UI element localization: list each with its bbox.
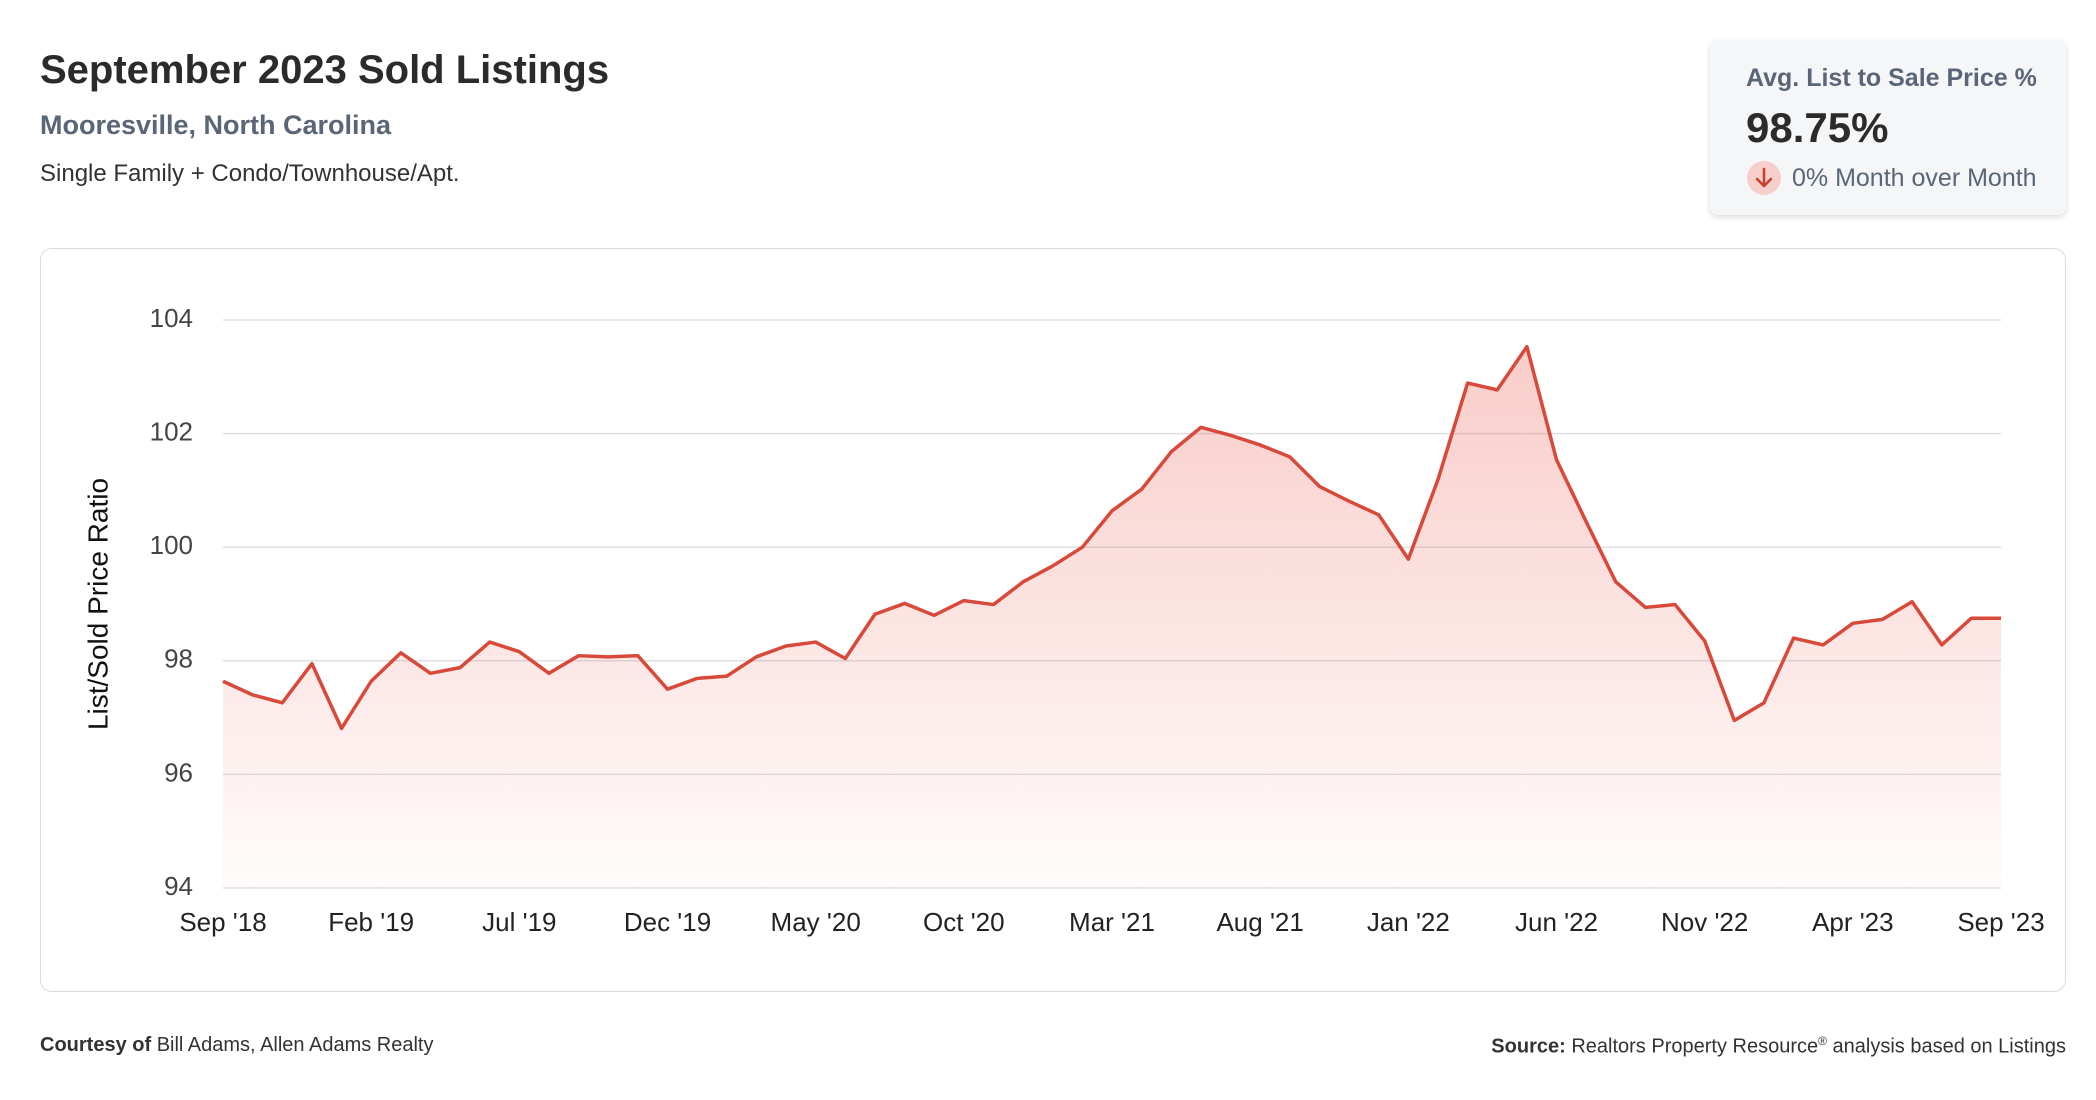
courtesy: Bill Adams, Allen Adams Realty xyxy=(156,1034,434,1056)
chart-frame xyxy=(40,248,2066,992)
kpi-card: Avg. List to Sale Price % 98.75% 0% Mont… xyxy=(1710,40,2066,215)
y-tick-label: 104 xyxy=(150,303,193,333)
footer-source: Source: Realtors Property Resource® anal… xyxy=(1491,1034,2066,1059)
x-tick-label: Apr '23 xyxy=(1812,907,1894,937)
title: September 2023 Sold Listings xyxy=(40,48,610,92)
subtitle: Mooresville, North Carolina xyxy=(40,110,392,140)
y-tick-label: 98 xyxy=(164,644,193,674)
kpi-label: Avg. List to Sale Price % xyxy=(1746,64,2037,92)
kpi-value: 98.75% xyxy=(1746,104,1889,151)
source: Realtors Property Resource xyxy=(1571,1035,1819,1058)
x-tick-label: Mar '21 xyxy=(1069,907,1155,937)
x-tick-label: Dec '19 xyxy=(624,907,711,937)
y-axis-label: List/Sold Price Ratio xyxy=(82,478,113,730)
source-mark: ® xyxy=(1818,1034,1827,1048)
y-tick-label: 100 xyxy=(150,530,193,560)
courtesy-label: Courtesy of xyxy=(40,1034,152,1056)
source-rest: analysis based on Listings xyxy=(1832,1035,2066,1058)
footer-courtesy: Courtesy of Bill Adams, Allen Adams Real… xyxy=(40,1034,433,1057)
y-tick-label: 102 xyxy=(150,416,193,446)
kpi-change: 0% Month over Month xyxy=(1792,164,2037,192)
line xyxy=(222,344,2001,731)
x-tick-label: Jun '22 xyxy=(1515,907,1598,937)
source-label: Source: xyxy=(1491,1035,1566,1058)
area xyxy=(223,346,2001,888)
y-tick-label: 94 xyxy=(164,871,193,901)
x-tick-label: May '20 xyxy=(771,907,861,937)
x-tick-label: Nov '22 xyxy=(1661,907,1748,937)
note: Single Family + Condo/Townhouse/Apt. xyxy=(40,160,460,187)
x-tick-label: Jan '22 xyxy=(1367,907,1450,937)
down-icon xyxy=(1747,161,1781,195)
x-tick-label: Oct '20 xyxy=(923,907,1005,937)
x-tick-label: Feb '19 xyxy=(328,907,414,937)
y-tick-label: 96 xyxy=(164,757,193,787)
x-tick-label: Sep '18 xyxy=(179,907,266,937)
x-tick-label: Sep '23 xyxy=(1957,907,2044,937)
x-tick-label: Aug '21 xyxy=(1216,907,1303,937)
x-tick-label: Jul '19 xyxy=(482,907,556,937)
chart: List/Sold Price Ratio 94 96 98 100 102 104 Sep… xyxy=(82,303,2044,937)
